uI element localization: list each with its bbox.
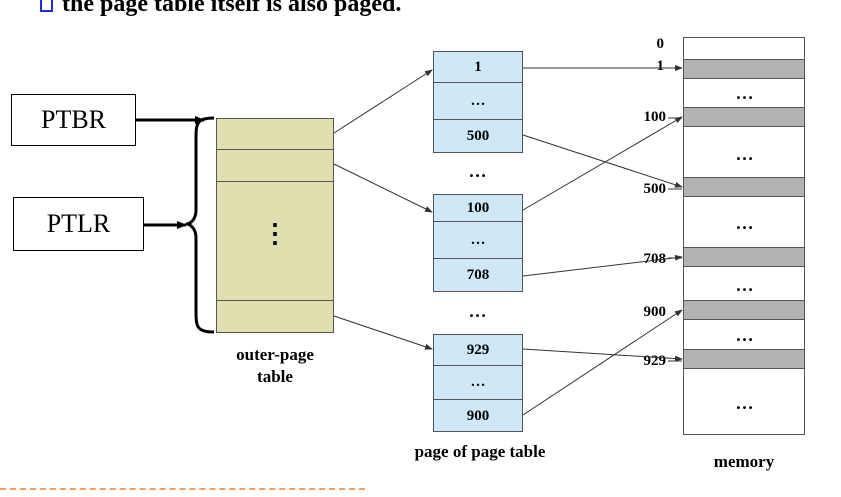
footer-dashed-rule: [0, 488, 365, 490]
memory-ellipsis: …: [735, 213, 755, 233]
memory-address-label: 900: [643, 304, 667, 320]
outer-to-pt1-arrow: [333, 69, 433, 134]
page-table-entry: 1: [434, 52, 522, 83]
between-tables-dots: …: [468, 161, 488, 181]
memory-frame: [684, 349, 804, 369]
memory-frame: [684, 300, 804, 320]
memory-address-label: 500: [643, 181, 667, 197]
memory-address-label: 100: [643, 109, 667, 125]
entry-929-to-memory-arrow: [522, 348, 683, 362]
memory-frame: [684, 59, 804, 79]
outer-table-caption-line1: outer-page: [236, 345, 314, 364]
outer-table-divider: [217, 181, 333, 182]
page-table-entry: …: [434, 366, 522, 400]
outer-table-vertical-dots: ⋮: [262, 219, 288, 248]
page-table-caption: page of page table: [414, 442, 546, 461]
ptlr-label: PTLR: [46, 209, 111, 238]
outer-table-divider: [217, 300, 333, 301]
ptbr-register: PTBR: [11, 94, 136, 146]
memory-block: … … … … … …: [683, 37, 805, 435]
page-table-entry: …: [434, 83, 522, 120]
heading-text: the page table itself is also paged.: [62, 0, 402, 17]
outer-page-table: ⋮: [216, 118, 334, 333]
page-table-entry: 900: [466, 407, 490, 424]
page-table-entry: 500: [466, 128, 490, 144]
page-table-3: 929 … 900: [433, 334, 523, 432]
memory-address-label: 1: [656, 58, 665, 74]
memory-frame: [684, 177, 804, 197]
page-table-entry: …: [434, 222, 522, 259]
entry-500-to-memory-arrow: [522, 134, 683, 188]
entry-100-to-memory-arrow: [522, 116, 683, 211]
page-table-entry: 929: [434, 335, 522, 366]
memory-ellipsis: …: [735, 393, 755, 413]
memory-ellipsis: …: [735, 325, 755, 345]
bullet-icon: [40, 0, 53, 12]
brace-shape: [185, 116, 215, 334]
page-table-entry: 708: [466, 267, 490, 283]
page-table-1: 1 … 500: [433, 51, 523, 153]
page-table-2: 100 … 708: [433, 194, 523, 292]
memory-address-label: 0: [656, 36, 665, 52]
memory-caption: memory: [713, 452, 775, 471]
ptbr-label: PTBR: [40, 105, 107, 134]
between-tables-dots: …: [468, 301, 488, 321]
memory-ellipsis: …: [735, 83, 755, 103]
outer-table-caption-line2: table: [257, 367, 293, 386]
memory-frame: [684, 247, 804, 267]
memory-frame: [684, 107, 804, 127]
memory-ellipsis: …: [735, 144, 755, 164]
outer-table-caption: outer-page table: [200, 344, 350, 388]
outer-table-divider: [217, 149, 333, 150]
memory-address-label: 708: [643, 251, 667, 267]
ptlr-register: PTLR: [13, 197, 144, 251]
entry-708-to-memory-arrow: [522, 254, 683, 277]
page-table-entry: 100: [434, 195, 522, 222]
memory-ellipsis: …: [735, 275, 755, 295]
outer-to-pt2-arrow: [333, 163, 433, 213]
outer-to-pt3-arrow: [333, 315, 433, 350]
entry-900-to-memory-arrow: [522, 309, 683, 416]
